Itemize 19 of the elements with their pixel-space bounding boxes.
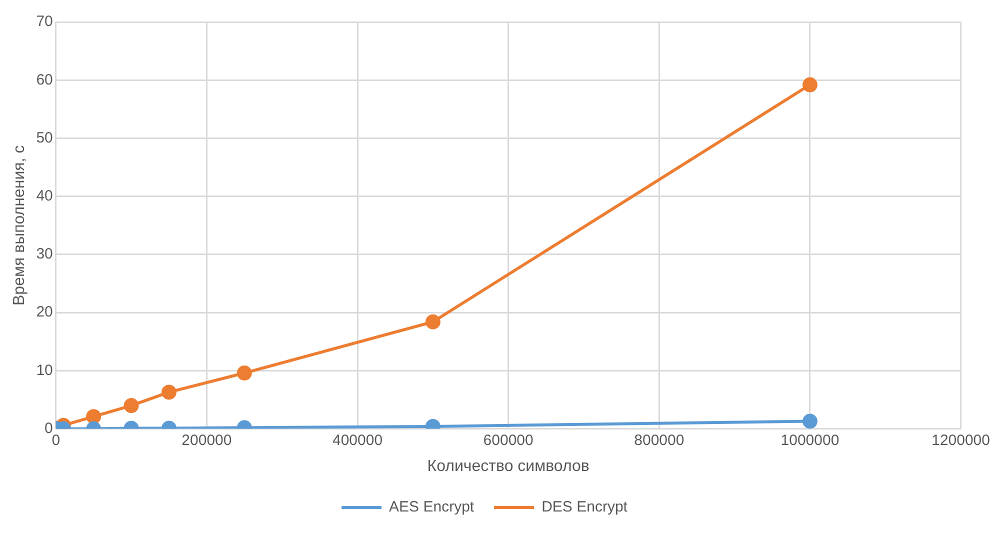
y-tick-label: 20: [36, 304, 53, 321]
y-tick-label: 30: [36, 246, 53, 263]
y-axis-title: Время выполнения, с: [11, 145, 28, 306]
y-tick-label: 60: [36, 71, 53, 88]
y-tick-label: 10: [36, 362, 53, 379]
y-tick-label: 50: [36, 129, 53, 146]
x-tick-label: 400000: [332, 432, 383, 449]
legend-label: DES Encrypt: [542, 498, 628, 516]
x-tick-label: 200000: [182, 432, 232, 449]
x-tick-label: 1000000: [780, 432, 840, 449]
x-tick-label: 600000: [483, 432, 534, 449]
x-tick-label: 1200000: [932, 432, 990, 449]
y-tick-label: 70: [36, 13, 53, 30]
x-axis-title: Количество символов: [427, 458, 590, 475]
y-tick-label: 40: [36, 187, 53, 204]
x-tick-label: 800000: [634, 432, 684, 449]
legend-label: AES Encrypt: [389, 498, 475, 516]
y-tick-label: 0: [44, 420, 53, 437]
point: [802, 77, 818, 92]
